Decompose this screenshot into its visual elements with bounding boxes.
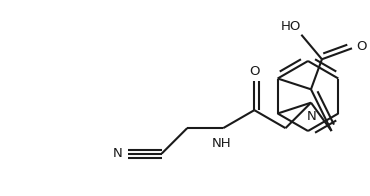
Text: O: O bbox=[249, 65, 260, 78]
Text: O: O bbox=[357, 40, 367, 53]
Text: NH: NH bbox=[211, 137, 231, 150]
Text: HO: HO bbox=[281, 20, 302, 33]
Text: N: N bbox=[307, 110, 317, 123]
Text: N: N bbox=[113, 147, 122, 160]
